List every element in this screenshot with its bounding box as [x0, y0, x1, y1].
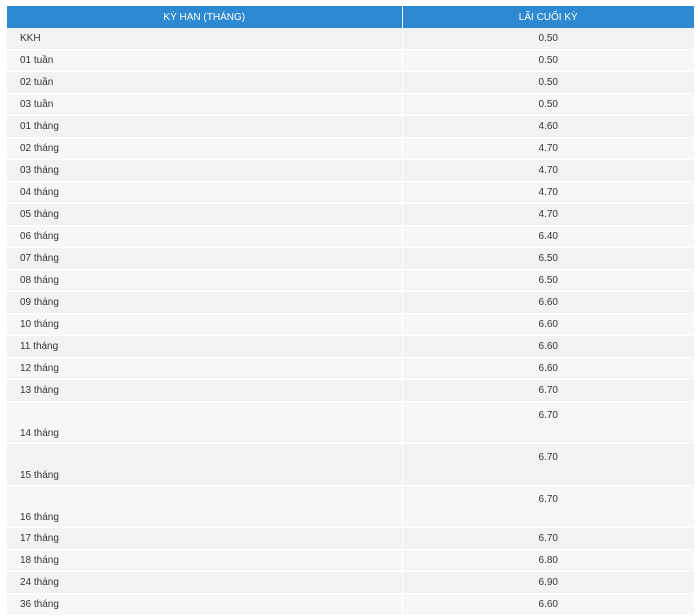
table-row: 07 tháng 6.50 — [7, 247, 694, 270]
table-row: 13 tháng 6.70 — [7, 379, 694, 402]
term-cell: 16 tháng — [7, 485, 403, 528]
table-body: KKH 0.50 01 tuần 0.50 02 tuần 0.50 03 tuần 0.50… — [7, 28, 694, 616]
term-cell: 24 tháng — [7, 571, 403, 594]
term-cell: 11 tháng — [7, 335, 403, 358]
table-row: 10 tháng 6.60 — [7, 313, 694, 336]
rate-cell: 6.80 — [402, 549, 694, 572]
rate-cell: 6.60 — [402, 291, 694, 314]
rate-cell: 6.60 — [402, 593, 694, 616]
rate-cell: 0.50 — [402, 49, 694, 72]
table-row: 14 tháng 6.70 — [7, 401, 694, 444]
term-cell: 06 tháng — [7, 225, 403, 248]
term-cell: 07 tháng — [7, 247, 403, 270]
rate-cell: 0.50 — [402, 71, 694, 94]
table-row: 16 tháng 6.70 — [7, 485, 694, 528]
term-cell: KKH — [7, 28, 403, 50]
table-row: 36 tháng 6.60 — [7, 593, 694, 616]
table-row: 08 tháng 6.50 — [7, 269, 694, 292]
rate-cell: 4.70 — [402, 137, 694, 160]
rate-cell: 4.60 — [402, 115, 694, 138]
rate-cell: 4.70 — [402, 203, 694, 226]
interest-rate-table: KỲ HẠN (THÁNG) LÃI CUỐI KỲ KKH 0.50 01 tuầ… — [7, 6, 694, 616]
rate-cell: 4.70 — [402, 159, 694, 182]
term-cell: 02 tháng — [7, 137, 403, 160]
term-cell: 14 tháng — [7, 401, 403, 444]
rate-cell: 6.60 — [402, 313, 694, 336]
table-header-row: KỲ HẠN (THÁNG) LÃI CUỐI KỲ — [7, 6, 694, 28]
table-row: 01 tuần 0.50 — [7, 49, 694, 72]
rate-cell: 6.70 — [402, 379, 694, 402]
rate-cell: 6.70 — [402, 527, 694, 550]
rate-cell: 6.70 — [402, 443, 694, 486]
term-cell: 13 tháng — [7, 379, 403, 402]
rate-cell: 6.60 — [402, 335, 694, 358]
table-row: 04 tháng 4.70 — [7, 181, 694, 204]
rate-cell: 0.50 — [402, 28, 694, 50]
table-row: 02 tháng 4.70 — [7, 137, 694, 160]
table-row: 01 tháng 4.60 — [7, 115, 694, 138]
table-row: 17 tháng 6.70 — [7, 527, 694, 550]
rate-cell: 6.50 — [402, 269, 694, 292]
table-row: 18 tháng 6.80 — [7, 549, 694, 572]
table-row: 09 tháng 6.60 — [7, 291, 694, 314]
table-row: 15 tháng 6.70 — [7, 443, 694, 486]
term-cell: 03 tháng — [7, 159, 403, 182]
table-row: 03 tuần 0.50 — [7, 93, 694, 116]
table-row: 06 tháng 6.40 — [7, 225, 694, 248]
term-cell: 08 tháng — [7, 269, 403, 292]
term-cell: 03 tuần — [7, 93, 403, 116]
table-row: 05 tháng 4.70 — [7, 203, 694, 226]
rate-cell: 6.60 — [402, 357, 694, 380]
table-row: 03 tháng 4.70 — [7, 159, 694, 182]
term-cell: 10 tháng — [7, 313, 403, 336]
term-cell: 15 tháng — [7, 443, 403, 486]
table-row: 24 tháng 6.90 — [7, 571, 694, 594]
table-row: 12 tháng 6.60 — [7, 357, 694, 380]
rate-cell: 0.50 — [402, 93, 694, 116]
term-cell: 01 tuần — [7, 49, 403, 72]
column-header-term: KỲ HẠN (THÁNG) — [7, 6, 403, 28]
term-cell: 01 tháng — [7, 115, 403, 138]
term-cell: 18 tháng — [7, 549, 403, 572]
term-cell: 36 tháng — [7, 593, 403, 616]
table-row: KKH 0.50 — [7, 28, 694, 50]
rate-cell: 6.40 — [402, 225, 694, 248]
term-cell: 04 tháng — [7, 181, 403, 204]
rate-cell: 6.50 — [402, 247, 694, 270]
term-cell: 17 tháng — [7, 527, 403, 550]
table-row: 11 tháng 6.60 — [7, 335, 694, 358]
rate-cell: 6.90 — [402, 571, 694, 594]
term-cell: 05 tháng — [7, 203, 403, 226]
table-row: 02 tuần 0.50 — [7, 71, 694, 94]
table-header: KỲ HẠN (THÁNG) LÃI CUỐI KỲ — [7, 6, 694, 28]
rate-cell: 6.70 — [402, 401, 694, 444]
rate-cell: 6.70 — [402, 485, 694, 528]
term-cell: 09 tháng — [7, 291, 403, 314]
term-cell: 02 tuần — [7, 71, 403, 94]
term-cell: 12 tháng — [7, 357, 403, 380]
column-header-rate: LÃI CUỐI KỲ — [402, 6, 694, 28]
rate-cell: 4.70 — [402, 181, 694, 204]
